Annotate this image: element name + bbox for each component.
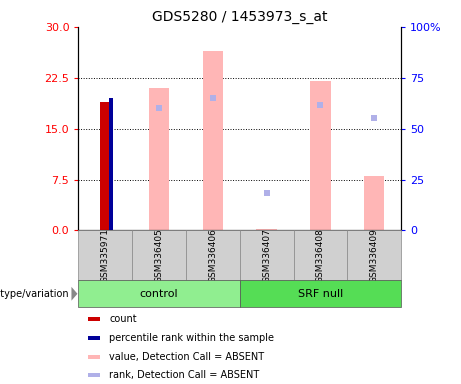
- Text: percentile rank within the sample: percentile rank within the sample: [109, 333, 274, 343]
- Text: GSM336408: GSM336408: [316, 228, 325, 283]
- Bar: [203, 51, 223, 230]
- Bar: [347, 230, 401, 280]
- Bar: [364, 176, 384, 230]
- Title: GDS5280 / 1453973_s_at: GDS5280 / 1453973_s_at: [152, 10, 327, 25]
- Text: GSM336407: GSM336407: [262, 228, 271, 283]
- Text: value, Detection Call = ABSENT: value, Detection Call = ABSENT: [109, 352, 265, 362]
- Text: GSM335971: GSM335971: [101, 228, 110, 283]
- Bar: [240, 230, 294, 280]
- Bar: [88, 336, 100, 340]
- Bar: [88, 317, 100, 321]
- Bar: [109, 98, 112, 230]
- Text: GSM336409: GSM336409: [370, 228, 378, 283]
- Text: count: count: [109, 314, 137, 324]
- Bar: [256, 229, 277, 230]
- Text: SRF null: SRF null: [298, 289, 343, 299]
- Bar: [310, 81, 331, 230]
- Bar: [78, 280, 240, 307]
- Bar: [88, 373, 100, 377]
- Text: GSM336405: GSM336405: [154, 228, 164, 283]
- Bar: [240, 280, 401, 307]
- Text: control: control: [140, 289, 178, 299]
- Text: rank, Detection Call = ABSENT: rank, Detection Call = ABSENT: [109, 370, 260, 380]
- Bar: [132, 230, 186, 280]
- Bar: [294, 230, 347, 280]
- Bar: [88, 354, 100, 359]
- Bar: [149, 88, 169, 230]
- Bar: [78, 230, 132, 280]
- Text: GSM336406: GSM336406: [208, 228, 217, 283]
- Text: genotype/variation: genotype/variation: [0, 289, 69, 299]
- Bar: [100, 101, 110, 230]
- Bar: [186, 230, 240, 280]
